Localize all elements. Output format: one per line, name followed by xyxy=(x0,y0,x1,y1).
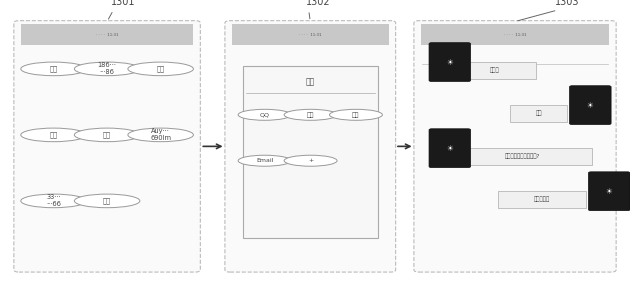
Ellipse shape xyxy=(21,128,86,142)
Ellipse shape xyxy=(238,109,291,120)
Text: 1301: 1301 xyxy=(111,0,135,7)
FancyBboxPatch shape xyxy=(14,21,200,272)
Text: 好，晚上见: 好，晚上见 xyxy=(534,197,550,202)
Ellipse shape xyxy=(74,194,140,208)
Text: QQ: QQ xyxy=(260,112,270,117)
Text: 张三: 张三 xyxy=(306,77,315,86)
Text: 吃饭: 吃饭 xyxy=(536,110,542,116)
FancyBboxPatch shape xyxy=(429,129,471,168)
Text: +: + xyxy=(308,158,313,163)
Text: 张三: 张三 xyxy=(438,49,447,59)
Text: ☀: ☀ xyxy=(587,101,593,110)
Text: 马六: 马六 xyxy=(50,131,57,138)
FancyBboxPatch shape xyxy=(570,86,611,125)
Ellipse shape xyxy=(21,62,86,76)
Text: · · · ·  11:31: · · · · 11:31 xyxy=(504,33,526,36)
Text: 微信: 微信 xyxy=(307,112,314,118)
Ellipse shape xyxy=(74,62,140,76)
Text: 33···
···66: 33··· ···66 xyxy=(46,194,61,208)
Ellipse shape xyxy=(329,109,382,120)
Text: 张三: 张三 xyxy=(50,65,57,72)
Ellipse shape xyxy=(128,62,193,76)
Ellipse shape xyxy=(21,194,86,208)
Text: 1302: 1302 xyxy=(306,0,331,7)
FancyBboxPatch shape xyxy=(588,172,630,211)
Text: ☀: ☀ xyxy=(447,144,453,153)
Bar xyxy=(421,24,609,45)
Bar xyxy=(454,148,592,165)
Text: 张二: 张二 xyxy=(103,197,111,204)
FancyBboxPatch shape xyxy=(225,21,396,272)
Text: Email: Email xyxy=(256,158,273,163)
Bar xyxy=(454,62,536,79)
Ellipse shape xyxy=(284,109,337,120)
Ellipse shape xyxy=(74,128,140,142)
Text: ☀: ☀ xyxy=(447,58,453,67)
Ellipse shape xyxy=(128,128,193,142)
Bar xyxy=(510,105,567,122)
Bar xyxy=(21,24,193,45)
Bar xyxy=(232,24,389,45)
Ellipse shape xyxy=(238,155,291,166)
Text: 1303: 1303 xyxy=(555,0,579,7)
Text: 186···
···86: 186··· ···86 xyxy=(98,62,117,75)
Ellipse shape xyxy=(284,155,337,166)
Bar xyxy=(498,191,586,208)
Text: 晚上一起吃个饭，六点?: 晚上一起吃个饭，六点? xyxy=(505,154,541,159)
Text: 微博: 微博 xyxy=(352,112,360,118)
Text: 杨七: 杨七 xyxy=(103,131,111,138)
Text: 王五: 王五 xyxy=(157,65,164,72)
Text: · · · ·  11:31: · · · · 11:31 xyxy=(96,33,118,36)
Text: 在干嘛: 在干嘛 xyxy=(490,67,500,73)
Text: · · · ·  11:31: · · · · 11:31 xyxy=(299,33,321,36)
Text: ☀: ☀ xyxy=(606,187,612,196)
Bar xyxy=(243,66,378,238)
FancyBboxPatch shape xyxy=(414,21,616,272)
FancyBboxPatch shape xyxy=(429,43,471,82)
Text: Auy···
690Im: Auy··· 690Im xyxy=(150,128,171,141)
